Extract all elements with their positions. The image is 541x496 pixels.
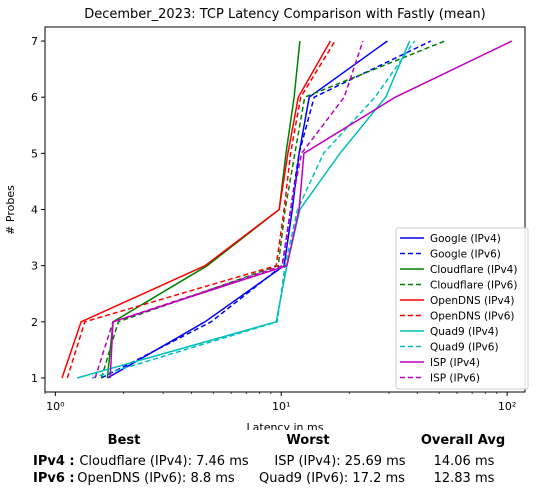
legend-label: Quad9 (IPv4) [430, 326, 499, 338]
x-tick-label: 10¹ [272, 400, 290, 413]
legend-label: Quad9 (IPv6) [430, 342, 499, 354]
legend-item-quad9-ipv6: Quad9 (IPv6) [400, 342, 499, 354]
legend-item-cloudflare-ipv6: Cloudflare (IPv6) [400, 280, 517, 292]
legend-label: ISP (IPv4) [430, 357, 480, 369]
series-line-google-ipv4 [107, 40, 388, 379]
y-axis: 1 2 3 4 5 6 7 [31, 35, 45, 385]
legend-item-isp-ipv6: ISP (IPv6) [400, 373, 480, 385]
legend-item-opendns-ipv4: OpenDNS (IPv4) [400, 295, 515, 307]
y-tick-label: 4 [31, 204, 38, 217]
legend-label: Google (IPv6) [430, 249, 501, 261]
legend-label: Cloudflare (IPv4) [430, 264, 517, 276]
x-tick-label: 10⁰ [46, 400, 65, 413]
summary-row-ipv6-label: IPv6 : [33, 471, 75, 486]
latency-chart: December_2023: TCP Latency Comparison wi… [4, 7, 529, 430]
series-line-google-ipv6 [101, 40, 432, 379]
summary-row-ipv6-worst: Quad9 (IPv6): 17.2 ms [259, 471, 405, 486]
x-axis-label: Latency in ms [247, 421, 324, 430]
summary-row-ipv6-overall: 12.83 ms [433, 471, 495, 486]
legend-item-google-ipv6: Google (IPv6) [400, 249, 501, 261]
legend: Google (IPv4) Google (IPv6) Cloudflare (IP… [395, 227, 529, 390]
series-line-cloudflare-ipv6 [100, 40, 446, 379]
chart-title: December_2023: TCP Latency Comparison wi… [84, 7, 486, 22]
summary-header-worst: Worst [286, 433, 330, 448]
legend-box [395, 227, 529, 390]
legend-item-opendns-ipv6: OpenDNS (IPv6) [400, 311, 515, 323]
legend-label: ISP (IPv6) [430, 373, 480, 385]
y-tick-label: 6 [31, 91, 38, 104]
summary-row-ipv4-worst: ISP (IPv4): 25.69 ms [274, 454, 406, 469]
y-tick-label: 2 [31, 316, 38, 329]
series-line-isp-ipv6 [94, 40, 364, 379]
plot-area [61, 40, 513, 379]
legend-label: OpenDNS (IPv4) [430, 295, 515, 307]
legend-item-isp-ipv4: ISP (IPv4) [400, 357, 480, 369]
legend-item-cloudflare-ipv4: Cloudflare (IPv4) [400, 264, 517, 276]
legend-label: OpenDNS (IPv6) [430, 311, 515, 323]
legend-item-google-ipv4: Google (IPv4) [400, 233, 501, 245]
y-tick-label: 3 [31, 260, 38, 273]
summary-row-ipv4-overall: 14.06 ms [433, 454, 495, 469]
summary-row-ipv4-label: IPv4 : [33, 454, 75, 469]
y-tick-label: 7 [31, 35, 38, 48]
legend-label: Google (IPv4) [430, 233, 501, 245]
y-tick-label: 1 [31, 372, 38, 385]
series-line-cloudflare-ipv4 [106, 40, 301, 379]
summary-row-ipv6-best: OpenDNS (IPv6): 8.8 ms [77, 471, 235, 486]
summary-row-ipv4-best: Cloudflare (IPv4): 7.46 ms [79, 454, 249, 469]
y-axis-label: # Probes [4, 185, 17, 235]
x-tick-label: 10² [498, 400, 516, 413]
series-line-quad9-ipv6 [91, 40, 416, 379]
legend-item-quad9-ipv4: Quad9 (IPv4) [400, 326, 499, 338]
series-line-opendns-ipv6 [66, 40, 336, 379]
y-tick-label: 5 [31, 147, 38, 160]
series-line-opendns-ipv4 [61, 40, 332, 379]
series-line-quad9-ipv4 [76, 40, 411, 379]
legend-label: Cloudflare (IPv6) [430, 280, 517, 292]
x-axis: 10⁰ 10¹ 10² [44, 392, 516, 413]
summary-header-best: Best [107, 433, 141, 448]
summary-table: Best Worst Overall Avg IPv4 : Cloudflare… [0, 430, 541, 496]
summary-header-overall: Overall Avg [420, 433, 506, 448]
